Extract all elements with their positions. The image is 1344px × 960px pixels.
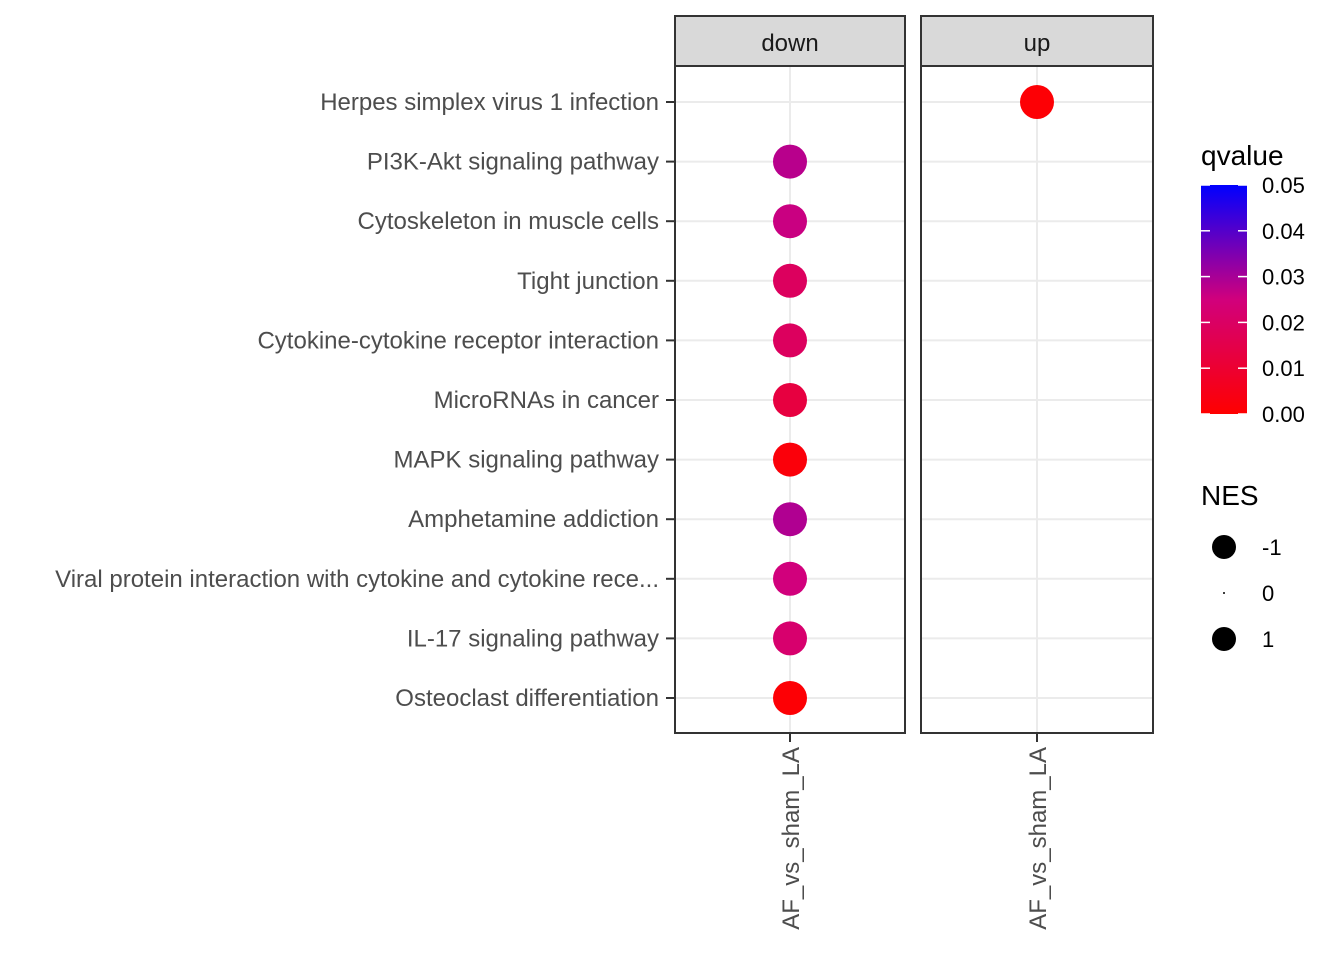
data-point (1020, 85, 1054, 119)
qvalue-colorbar (1201, 185, 1247, 414)
qvalue-legend: qvalue 0.05 0.04 0.03 0.02 0.01 0.00 (1201, 140, 1305, 427)
y-axis-tick-label: Amphetamine addiction (408, 506, 659, 533)
data-point (773, 442, 807, 477)
data-point (773, 561, 807, 596)
colorbar-tick-label: 0.01 (1262, 356, 1305, 381)
y-axis: Herpes simplex virus 1 infection PI3K-Akt… (55, 89, 675, 712)
y-axis-tick-label: Herpes simplex virus 1 infection (320, 89, 659, 116)
nes-legend-key (1212, 535, 1236, 559)
colorbar-tick-label: 0.03 (1262, 265, 1305, 290)
y-axis-tick-label: PI3K-Akt signaling pathway (367, 149, 659, 176)
data-point (773, 144, 807, 179)
x-axis-tick-label: AF_vs_sham_LA (1025, 747, 1052, 930)
data-point (773, 681, 807, 715)
x-axis-tick-label: AF_vs_sham_LA (778, 747, 805, 930)
nes-legend-label: -1 (1262, 535, 1282, 560)
colorbar-tick-label: 0.02 (1262, 310, 1305, 335)
y-axis-tick-label: Osteoclast differentiation (395, 685, 659, 712)
facet-strip-down (674, 15, 906, 67)
data-point (773, 204, 807, 239)
grid-lines-up (921, 66, 1153, 733)
colorbar-tick-label: 0.00 (1262, 402, 1305, 427)
data-point (773, 502, 807, 537)
nes-legend-key (1223, 592, 1225, 594)
nes-legend: NES -1 0 1 (1201, 480, 1282, 652)
y-axis-tick-label: Tight junction (517, 268, 659, 295)
y-axis-tick-label: IL-17 signaling pathway (407, 625, 659, 652)
y-axis-tick-label: MicroRNAs in cancer (434, 387, 659, 414)
nes-legend-label: 1 (1262, 627, 1274, 652)
facet-strip-label-down: down (761, 30, 818, 57)
points-up (1020, 85, 1054, 119)
nes-legend-label: 0 (1262, 581, 1274, 606)
qvalue-legend-title: qvalue (1201, 140, 1284, 171)
data-point (773, 263, 807, 298)
nes-legend-title: NES (1201, 480, 1259, 511)
y-axis-tick-label: Viral protein interaction with cytokine … (55, 566, 659, 593)
y-axis-tick-label: MAPK signaling pathway (394, 447, 659, 474)
y-axis-tick-label: Cytoskeleton in muscle cells (358, 208, 659, 235)
nes-legend-keys: -1 0 1 (1212, 535, 1282, 652)
colorbar-tick-label: 0.04 (1262, 219, 1305, 244)
x-axis: AF_vs_sham_LA AF_vs_sham_LA (778, 733, 1052, 930)
nes-legend-key (1212, 627, 1236, 651)
data-point (773, 383, 807, 417)
data-point (773, 323, 807, 358)
facet-strip-label-up: up (1024, 30, 1051, 57)
facet-strip-up (920, 15, 1154, 67)
facet-panel-up: up (920, 15, 1154, 734)
facet-panel-down: down (674, 15, 906, 734)
colorbar-tick-label: 0.05 (1262, 173, 1305, 198)
data-point (773, 621, 807, 656)
points-down (773, 144, 807, 715)
y-axis-tick-label: Cytokine-cytokine receptor interaction (257, 327, 659, 354)
qvalue-colorbar-ticks: 0.05 0.04 0.03 0.02 0.01 0.00 (1201, 173, 1305, 427)
